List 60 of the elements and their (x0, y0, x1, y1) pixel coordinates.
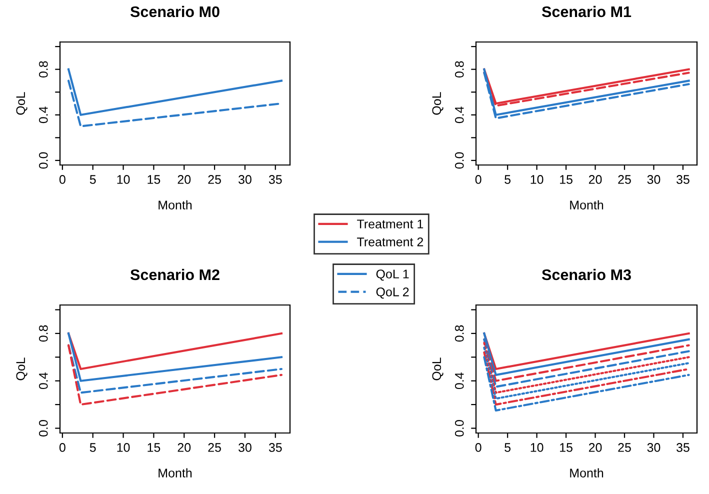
chart-title: Scenario M2 (130, 268, 220, 280)
x-tick-label: 5 (90, 175, 96, 184)
x-tick-label: 5 (90, 443, 96, 452)
x-tick-label: 35 (676, 443, 690, 452)
legend-label: Treatment 2 (357, 237, 424, 246)
x-tick-label: 15 (560, 175, 572, 184)
legend-label: Treatment 1 (357, 220, 424, 228)
y-axis-title: QoL (432, 92, 444, 115)
y-tick-label: 0.4 (454, 372, 464, 390)
y-tick-label: 0.0 (38, 152, 48, 169)
y-tick-label: 0.4 (38, 372, 48, 390)
y-tick-label: 0.8 (38, 61, 48, 78)
y-axis-title: QoL (16, 358, 28, 380)
y-axis-title: QoL (432, 358, 444, 380)
x-tick-label: 25 (618, 443, 631, 452)
legend-label: QoL 2 (376, 287, 409, 299)
y-tick-label: 0.0 (454, 420, 464, 436)
x-tick-label: 0 (475, 175, 482, 184)
x-tick-label: 35 (268, 175, 282, 184)
x-tick-label: 25 (208, 443, 221, 452)
x-axis-title: Month (570, 200, 604, 210)
x-tick-label: 35 (268, 443, 282, 452)
x-tick-label: 0 (59, 443, 66, 452)
legend-label: QoL 1 (376, 270, 409, 281)
x-tick-label: 5 (504, 443, 511, 452)
x-tick-label: 20 (588, 443, 602, 452)
x-axis-title: Month (570, 468, 604, 478)
x-tick-label: 25 (208, 175, 221, 184)
x-tick-label: 30 (647, 443, 660, 452)
x-tick-label: 0 (59, 175, 66, 184)
x-tick-label: 35 (676, 175, 690, 184)
x-axis-title: Month (158, 200, 192, 210)
x-tick-label: 5 (504, 175, 511, 184)
x-tick-label: 30 (647, 175, 660, 184)
y-axis-title: QoL (16, 92, 28, 115)
x-tick-label: 20 (178, 443, 191, 452)
x-tick-label: 10 (117, 175, 130, 184)
x-axis-title: Month (158, 468, 192, 478)
x-tick-label: 10 (530, 443, 544, 452)
x-tick-label: 15 (148, 443, 160, 452)
x-tick-label: 0 (475, 443, 482, 452)
x-tick-label: 15 (148, 175, 160, 184)
y-tick-label: 0.4 (38, 106, 48, 124)
y-tick-label: 0.4 (454, 106, 464, 124)
x-tick-label: 10 (530, 175, 544, 184)
x-tick-label: 20 (588, 175, 602, 184)
y-tick-label: 0.0 (454, 152, 464, 169)
chart-title: Scenario M1 (542, 6, 632, 18)
x-tick-label: 30 (238, 443, 252, 452)
chart-title: Scenario M3 (542, 268, 631, 280)
y-tick-label: 0.8 (38, 325, 48, 342)
x-tick-label: 10 (117, 443, 130, 452)
x-tick-label: 20 (178, 175, 191, 184)
y-tick-label: 0.8 (454, 61, 464, 78)
chart-title: Scenario M0 (130, 6, 220, 18)
x-tick-label: 25 (618, 175, 631, 184)
x-tick-label: 15 (560, 443, 572, 452)
y-tick-label: 0.0 (38, 420, 48, 436)
x-tick-label: 30 (238, 175, 252, 184)
y-tick-label: 0.8 (454, 325, 464, 342)
